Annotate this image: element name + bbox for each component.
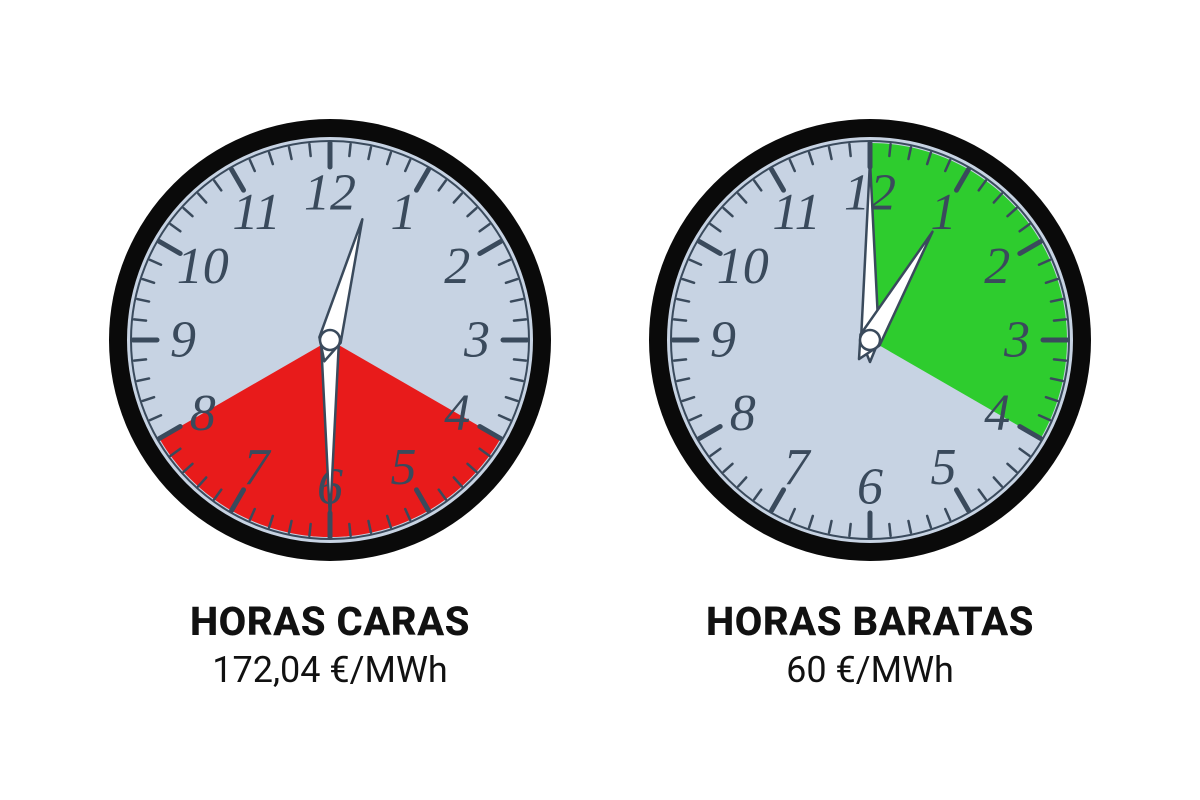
svg-text:6: 6 [857,458,883,515]
expensive-labels: HORAS CARAS 172,04 €/MWh [190,598,470,691]
svg-text:12: 12 [304,164,356,221]
expensive-clock: 123456789101112 [100,110,560,570]
svg-text:3: 3 [1003,311,1030,368]
svg-text:11: 11 [772,184,820,241]
cheap-labels: HORAS BARATAS 60 €/MWh [706,598,1034,691]
svg-text:11: 11 [232,184,280,241]
cheap-title: HORAS BARATAS [706,598,1034,645]
svg-text:2: 2 [444,238,470,295]
expensive-price: 172,04 €/MWh [190,649,470,691]
svg-text:1: 1 [391,184,417,241]
svg-text:5: 5 [931,438,957,495]
svg-text:1: 1 [931,184,957,241]
svg-text:10: 10 [717,238,769,295]
svg-text:10: 10 [177,238,229,295]
svg-text:8: 8 [730,385,756,442]
svg-text:9: 9 [170,311,196,368]
svg-text:8: 8 [190,385,216,442]
expensive-title: HORAS CARAS [190,598,470,645]
svg-text:3: 3 [463,311,490,368]
expensive-hours-panel: 123456789101112 HORAS CARAS 172,04 €/MWh [100,110,560,691]
svg-text:9: 9 [710,311,736,368]
svg-text:4: 4 [444,385,470,442]
svg-text:2: 2 [984,238,1010,295]
svg-text:7: 7 [784,438,812,495]
svg-text:5: 5 [391,438,417,495]
cheap-clock: 123456789101112 [640,110,1100,570]
svg-text:4: 4 [984,385,1010,442]
cheap-hours-panel: 123456789101112 HORAS BARATAS 60 €/MWh [640,110,1100,691]
svg-text:7: 7 [244,438,272,495]
cheap-price: 60 €/MWh [706,649,1034,691]
